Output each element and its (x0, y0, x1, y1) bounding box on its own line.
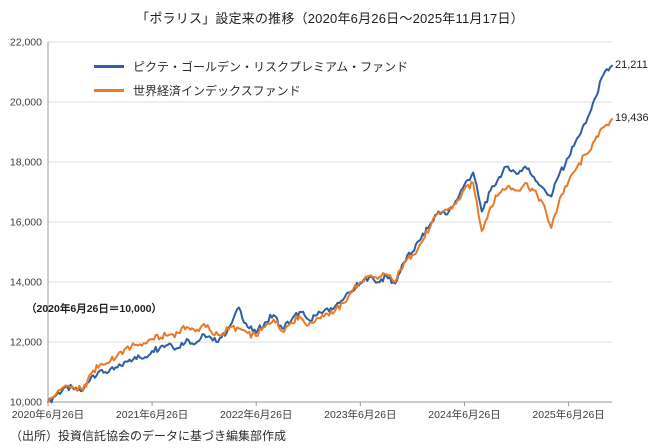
chart-title: 「ポラリス」設定来の推移（2020年6月26日～2025年11月17日） (136, 11, 524, 26)
legend-swatch-blue-icon (94, 64, 124, 68)
x-tick-label: 2025年6月26日 (532, 408, 604, 421)
end-value-orange: 19,436 (615, 112, 649, 124)
legend: ピクテ・ゴールデン・リスクプレミアム・ファンド 世界経済インデックスファンド (94, 54, 408, 102)
series-line-1 (47, 117, 613, 403)
y-tick-label: 12,000 (10, 337, 42, 349)
x-tick-label: 2020年6月26日 (12, 408, 84, 421)
base-value-annotation: （2020年6月26日＝10,000） (26, 303, 162, 315)
y-tick-label: 10,000 (10, 397, 42, 409)
y-tick-label: 20,000 (10, 97, 42, 109)
end-value-blue: 21,211 (615, 59, 648, 71)
legend-label-sekai-keizai: 世界経済インデックスファンド (133, 83, 301, 98)
y-tick-label: 16,000 (10, 217, 42, 229)
x-tick-label: 2022年6月26日 (220, 408, 292, 421)
source-note: （出所）投資信託協会のデータに基づき編集部作成 (10, 429, 287, 443)
y-tick-label: 14,000 (10, 277, 42, 289)
x-tick-label: 2023年6月26日 (324, 408, 396, 421)
series-line-0 (47, 64, 613, 404)
x-tick-label: 2024年6月26日 (428, 408, 500, 421)
legend-swatch-orange-icon (94, 88, 124, 92)
legend-item-pictet: ピクテ・ゴールデン・リスクプレミアム・ファンド (94, 54, 408, 78)
y-tick-label: 18,000 (10, 157, 42, 169)
legend-label-pictet: ピクテ・ゴールデン・リスクプレミアム・ファンド (133, 59, 409, 74)
y-tick-label: 22,000 (10, 37, 42, 49)
x-tick-label: 2021年6月26日 (116, 408, 188, 421)
legend-item-sekai-keizai: 世界経済インデックスファンド (94, 78, 408, 102)
